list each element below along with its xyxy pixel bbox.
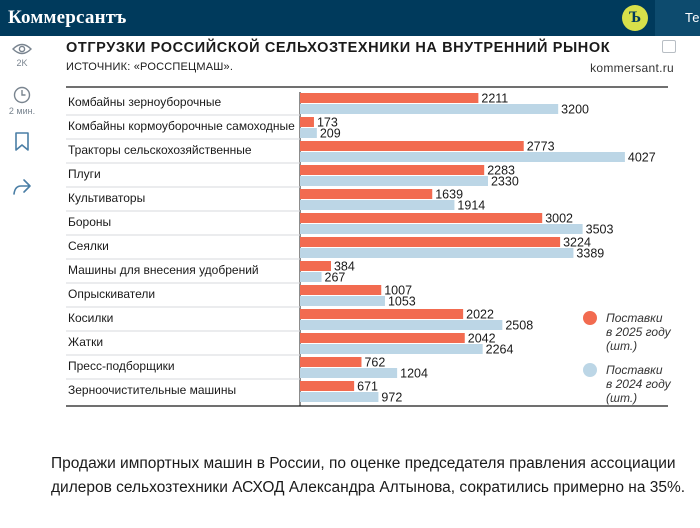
category-label: Тракторы сельскохозяйственные	[68, 143, 252, 157]
category-label: Бороны	[68, 215, 111, 229]
chart-source: ИСТОЧНИК: «РОССПЕЦМАШ».	[66, 61, 234, 73]
article-paragraph: Продажи импортных машин в России, по оце…	[51, 455, 686, 496]
bar-2024	[300, 248, 574, 258]
bar-2024	[300, 224, 583, 234]
views-counter: 2K	[0, 42, 44, 68]
value-label-2025: 384	[334, 260, 355, 274]
bar-2025	[300, 381, 355, 391]
legend-text: в 2025 году	[606, 325, 672, 339]
category-label: Сеялки	[68, 239, 109, 253]
share-button[interactable]	[0, 178, 44, 198]
category-label: Машины для внесения удобрений	[68, 263, 259, 277]
value-label-2024: 3503	[586, 223, 614, 237]
bar-2025	[300, 165, 485, 175]
bar-2025	[300, 213, 543, 223]
category-label: Зерноочистительные машины	[68, 383, 236, 397]
value-label-2025: 2283	[487, 164, 515, 178]
read-time-value: 2 мин.	[8, 106, 36, 116]
category-label: Опрыскиватели	[68, 287, 155, 301]
value-label-2024: 2330	[491, 175, 519, 189]
chart-title: ОТГРУЗКИ РОССИЙСКОЙ СЕЛЬХОЗТЕХНИКИ НА ВН…	[66, 40, 611, 56]
legend-marker-2025	[583, 311, 597, 325]
value-label-2025: 1007	[384, 284, 412, 298]
legend-marker-2024	[583, 363, 597, 377]
legend-text: (шт.)	[606, 391, 637, 405]
bar-2024	[300, 104, 559, 114]
bar-2024	[300, 344, 483, 354]
value-label-2024: 1914	[457, 199, 485, 213]
chart-site[interactable]: kommersant.ru	[590, 61, 674, 75]
value-label-2025: 173	[317, 116, 338, 130]
bar-2025	[300, 117, 314, 127]
category-label: Косилки	[68, 311, 113, 325]
bar-2025	[300, 141, 524, 151]
topbar-tab-label: Те	[685, 10, 700, 25]
category-label: Комбайны кормоуборочные самоходные	[68, 119, 295, 133]
site-logo[interactable]: Коммерсантъ	[8, 7, 127, 28]
bar-2025	[300, 309, 464, 319]
bar-2024	[300, 368, 398, 378]
category-label: Культиваторы	[68, 191, 145, 205]
value-label-2025: 3002	[545, 212, 573, 226]
clock-icon	[13, 86, 31, 104]
value-label-2025: 3224	[563, 236, 591, 250]
value-label-2025: 2773	[527, 140, 555, 154]
chart-card: ОТГРУЗКИ РОССИЙСКОЙ СЕЛЬХОЗТЕХНИКИ НА ВН…	[56, 36, 676, 420]
chart-close-icon[interactable]	[662, 40, 676, 53]
brand-badge-icon[interactable]: Ъ	[622, 5, 648, 31]
value-label-2024: 209	[320, 127, 341, 141]
bar-2024	[300, 176, 488, 186]
value-label-2024: 4027	[628, 151, 656, 165]
legend-text: в 2024 году	[606, 377, 672, 391]
bar-2025	[300, 237, 561, 247]
value-label-2024: 1053	[388, 295, 416, 309]
value-label-2024: 1204	[400, 367, 428, 381]
value-label-2024: 267	[325, 271, 346, 285]
bar-2024	[300, 272, 322, 282]
bar-2025	[300, 93, 479, 103]
bar-2024	[300, 152, 625, 162]
value-label-2025: 671	[357, 380, 378, 394]
category-label: Комбайны зерноуборочные	[68, 95, 221, 109]
bar-2025	[300, 189, 433, 199]
value-label-2024: 3200	[561, 103, 589, 117]
legend-text: Поставки	[606, 311, 663, 325]
bar-2024	[300, 128, 317, 138]
value-label-2025: 2022	[466, 308, 494, 322]
bar-2024	[300, 320, 503, 330]
topbar-tab[interactable]: Те	[655, 0, 700, 36]
eye-icon	[12, 43, 32, 55]
legend-text: Поставки	[606, 363, 663, 377]
bar-2024	[300, 200, 455, 210]
value-label-2025: 1639	[435, 188, 463, 202]
article-sidebar: 2K 2 мин.	[0, 36, 44, 236]
share-icon	[13, 179, 31, 195]
value-label-2024: 3389	[576, 247, 604, 261]
bookmark-button[interactable]	[0, 132, 44, 154]
value-label-2025: 762	[364, 356, 385, 370]
views-count: 2K	[16, 58, 28, 68]
bar-2025	[300, 333, 465, 343]
category-label: Пресс-подборщики	[68, 359, 175, 373]
bar-2025	[300, 261, 331, 271]
value-label-2024: 2508	[505, 319, 533, 333]
category-label: Жатки	[68, 335, 103, 349]
bar-2024	[300, 392, 379, 402]
legend-text: (шт.)	[606, 339, 637, 353]
category-label: Плуги	[68, 167, 101, 181]
bar-2025	[300, 285, 382, 295]
value-label-2025: 2042	[468, 332, 496, 346]
bar-2025	[300, 357, 362, 367]
bar-chart: Комбайны зерноуборочные 2211 3200 Комбайны …	[66, 86, 672, 407]
top-bar: Коммерсантъ Ъ Те	[0, 0, 700, 36]
bookmark-icon	[15, 132, 29, 151]
value-label-2025: 2211	[481, 92, 508, 106]
value-label-2024: 972	[381, 391, 402, 405]
read-time: 2 мин.	[0, 86, 44, 116]
bar-2024	[300, 296, 385, 306]
value-label-2024: 2264	[486, 343, 514, 357]
